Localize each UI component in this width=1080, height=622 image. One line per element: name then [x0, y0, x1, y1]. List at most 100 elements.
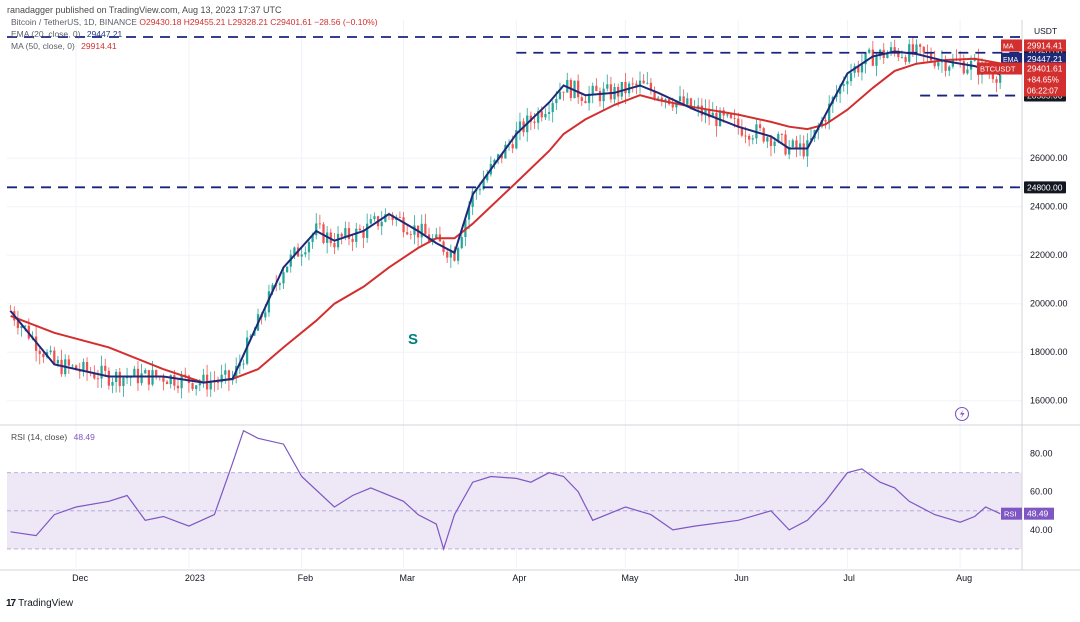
- candle-body: [184, 374, 187, 376]
- candle-body: [919, 44, 922, 47]
- candle-body: [729, 114, 733, 119]
- candle-body: [646, 82, 649, 84]
- candle-body: [598, 91, 602, 102]
- candle-body: [24, 325, 27, 327]
- candle-body: [478, 189, 482, 191]
- candle-body: [893, 47, 896, 51]
- candle-body: [176, 385, 180, 389]
- alert-icon[interactable]: [954, 406, 970, 422]
- candle-body: [413, 225, 416, 235]
- candle-body: [533, 121, 536, 123]
- candle-body: [886, 53, 889, 59]
- candle-body: [620, 81, 623, 97]
- candle-body: [144, 370, 147, 374]
- candles: [9, 36, 1002, 399]
- candle-body: [435, 234, 438, 239]
- y-tick-label: 22000.00: [1030, 250, 1068, 260]
- candle-body: [504, 144, 507, 159]
- ma-label: MA (50, close, 0): [11, 41, 75, 51]
- symbol-label: Bitcoin / TetherUS, 1D, BINANCE: [11, 17, 137, 27]
- ma-50-line: [10, 57, 1001, 384]
- candle-body: [758, 124, 762, 129]
- candle-body: [700, 105, 703, 116]
- candle-body: [558, 91, 562, 100]
- rsi-label: RSI (14, close): [11, 432, 68, 442]
- candle-body: [53, 350, 56, 364]
- candle-body: [271, 284, 274, 292]
- candle-body: [948, 66, 951, 71]
- candle-body: [380, 221, 383, 227]
- candle-body: [133, 368, 136, 378]
- price-tag-value-bg: [1024, 39, 1066, 52]
- candle-body: [660, 97, 663, 101]
- y-tick-label: 24000.00: [1030, 202, 1068, 212]
- candle-body: [711, 112, 714, 118]
- candle-body: [300, 254, 303, 257]
- candle-body: [307, 242, 311, 253]
- candle-body: [922, 46, 925, 53]
- candle-body: [467, 207, 471, 220]
- candle-body: [456, 248, 460, 261]
- candle-body: [209, 381, 212, 390]
- candle-body: [471, 191, 474, 208]
- candle-body: [766, 137, 769, 142]
- rsi-tag-value-bg: [1024, 507, 1054, 520]
- candle-body: [911, 44, 914, 55]
- candle-body: [999, 75, 1002, 83]
- candle-body: [122, 377, 125, 387]
- tradingview-footer[interactable]: 17 TradingView: [6, 598, 73, 609]
- currency-label[interactable]: USDT: [1034, 26, 1058, 36]
- price-tag-sub-bg: [1024, 74, 1066, 86]
- candle-body: [889, 47, 893, 54]
- candle-body: [562, 91, 565, 93]
- candle-body: [249, 335, 252, 338]
- candle-body: [860, 64, 864, 73]
- candle-body: [220, 374, 223, 383]
- candle-body: [795, 140, 798, 149]
- candle-body: [809, 138, 813, 141]
- rsi-tick-label: 60.00: [1030, 487, 1053, 497]
- candle-body: [518, 121, 522, 131]
- candle-body: [697, 105, 700, 108]
- candle-body: [704, 109, 707, 116]
- candle-body: [16, 320, 20, 329]
- candle-body: [497, 154, 500, 160]
- candle-body: [624, 81, 627, 94]
- candle-body: [682, 96, 685, 105]
- candle-body: [868, 49, 871, 53]
- price-tag-symbol: BTCUSDT: [980, 65, 1016, 74]
- candle-body: [216, 382, 220, 383]
- ema-legend[interactable]: EMA (20, close, 0) 29447.21: [11, 29, 122, 39]
- candle-body: [406, 232, 409, 235]
- candle-body: [798, 143, 802, 149]
- level-tag-bg: [1024, 181, 1066, 194]
- rsi-legend[interactable]: RSI (14, close) 48.49: [11, 432, 95, 442]
- candle-body: [369, 219, 372, 224]
- candle-body: [849, 72, 853, 82]
- candle-body: [751, 138, 754, 140]
- candle-body: [773, 141, 776, 147]
- x-tick-label: 2023: [185, 573, 205, 583]
- candle-body: [180, 374, 183, 389]
- candle-body: [449, 250, 452, 258]
- price-tag-sub: 06:22:07: [1027, 87, 1059, 96]
- candle-body: [195, 385, 198, 389]
- x-tick-label: Aug: [956, 573, 972, 583]
- tradingview-logo-icon: 17: [6, 598, 16, 609]
- candle-body: [340, 233, 343, 237]
- candle-body: [173, 375, 176, 386]
- candle-body: [351, 239, 354, 242]
- price-tag-value: 29914.41: [1027, 40, 1063, 50]
- candle-body: [366, 223, 369, 238]
- tradingview-brand: TradingView: [18, 598, 74, 609]
- ma-legend[interactable]: MA (50, close, 0) 29914.41: [11, 41, 117, 51]
- x-tick-label: May: [621, 573, 639, 583]
- candle-body: [227, 370, 231, 381]
- candle-body: [42, 353, 45, 358]
- y-tick-label: 20000.00: [1030, 299, 1068, 309]
- candle-body: [100, 365, 103, 379]
- candle-body: [282, 272, 285, 284]
